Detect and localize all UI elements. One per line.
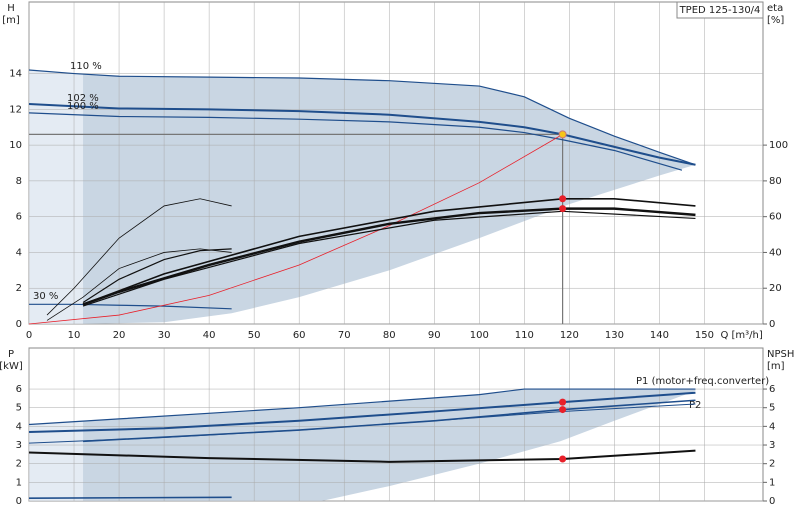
y2-tick-label: 100 xyxy=(769,140,788,151)
y2-tick-label: 40 xyxy=(769,247,782,258)
y2-tick-label: 80 xyxy=(769,176,782,187)
curve-label: 100 % xyxy=(67,101,99,112)
operating-point xyxy=(558,130,567,139)
y-tick-label: 12 xyxy=(9,104,22,115)
curve xyxy=(46,198,232,316)
curve xyxy=(82,207,696,306)
y-tick-label: 10 xyxy=(9,140,22,151)
model-label: TPED 125-130/4 xyxy=(679,5,761,16)
y2-axis-unit: [m] xyxy=(767,361,785,372)
curve xyxy=(82,197,696,306)
x-tick-label: 30 xyxy=(158,330,171,341)
x-tick-label: 100 xyxy=(470,330,489,341)
curve xyxy=(28,134,563,325)
y-tick-label: 0 xyxy=(16,319,22,330)
curve xyxy=(28,388,696,426)
y-tick-label: 6 xyxy=(16,384,22,395)
y2-axis-label: eta xyxy=(767,3,783,14)
operating-point xyxy=(559,406,567,414)
curve xyxy=(28,449,696,463)
y-axis-label: H xyxy=(7,3,15,14)
y2-tick-label: 20 xyxy=(769,283,782,294)
y2-tick-label: 2 xyxy=(769,459,775,470)
y2-tick-label: 1 xyxy=(769,477,775,488)
x-tick-label: 0 xyxy=(26,330,32,341)
y-tick-label: 5 xyxy=(16,403,22,414)
curve-label: 30 % xyxy=(33,291,58,302)
curve xyxy=(28,496,232,500)
x-tick-label: 150 xyxy=(695,330,714,341)
y2-tick-label: 6 xyxy=(769,384,775,395)
y2-axis-label: NPSH xyxy=(767,349,794,360)
operating-point xyxy=(559,398,567,406)
y-tick-label: 6 xyxy=(16,212,22,223)
curve-label: P2 xyxy=(689,400,701,411)
x-tick-label: 80 xyxy=(383,330,396,341)
x-tick-label: 20 xyxy=(113,330,126,341)
curve xyxy=(28,69,696,166)
curve xyxy=(28,112,683,171)
x-tick-label: 120 xyxy=(560,330,579,341)
curve-label: 110 % xyxy=(70,61,102,72)
x-tick-label: 110 xyxy=(515,330,534,341)
curve xyxy=(28,102,696,166)
y2-tick-label: 0 xyxy=(769,319,775,330)
x-tick-label: 10 xyxy=(68,330,81,341)
y-tick-label: 4 xyxy=(16,421,22,432)
y-tick-label: 3 xyxy=(16,440,22,451)
x-tick-label: 90 xyxy=(428,330,441,341)
y-tick-label: 8 xyxy=(16,176,22,187)
x-axis-label: Q [m³/h] xyxy=(720,330,762,341)
curve xyxy=(46,248,232,321)
y-tick-label: 2 xyxy=(16,283,22,294)
y2-axis-unit: [%] xyxy=(767,15,784,26)
curve xyxy=(28,391,696,433)
x-tick-label: 140 xyxy=(650,330,669,341)
range-area xyxy=(29,420,84,501)
y-axis-unit: [kW] xyxy=(0,361,23,372)
curve-label: 102 % xyxy=(67,93,99,104)
curve-label: P1 (motor+freq.converter) xyxy=(636,376,769,387)
y2-tick-label: 5 xyxy=(769,403,775,414)
curve xyxy=(29,303,232,310)
x-tick-label: 70 xyxy=(338,330,351,341)
y-tick-label: 2 xyxy=(16,459,22,470)
curve xyxy=(28,403,696,444)
curve xyxy=(82,248,232,304)
x-tick-label: 40 xyxy=(203,330,216,341)
x-tick-label: 130 xyxy=(605,330,624,341)
operating-point xyxy=(559,455,567,463)
y2-tick-label: 0 xyxy=(769,496,775,507)
y-axis-label: P xyxy=(8,349,14,360)
operating-point xyxy=(559,205,567,213)
y-tick-label: 1 xyxy=(16,477,22,488)
curve xyxy=(82,210,696,307)
x-tick-label: 60 xyxy=(293,330,306,341)
y-tick-label: 0 xyxy=(16,496,22,507)
model-box xyxy=(676,1,764,19)
y2-tick-label: 60 xyxy=(769,212,782,223)
y2-tick-label: 4 xyxy=(769,421,775,432)
operating-point xyxy=(559,195,567,203)
y-tick-label: 14 xyxy=(9,69,22,80)
y-tick-label: 4 xyxy=(16,247,22,258)
x-tick-label: 50 xyxy=(248,330,261,341)
y-axis-unit: [m] xyxy=(2,15,20,26)
y2-tick-label: 3 xyxy=(769,440,775,451)
range-area xyxy=(29,69,84,324)
